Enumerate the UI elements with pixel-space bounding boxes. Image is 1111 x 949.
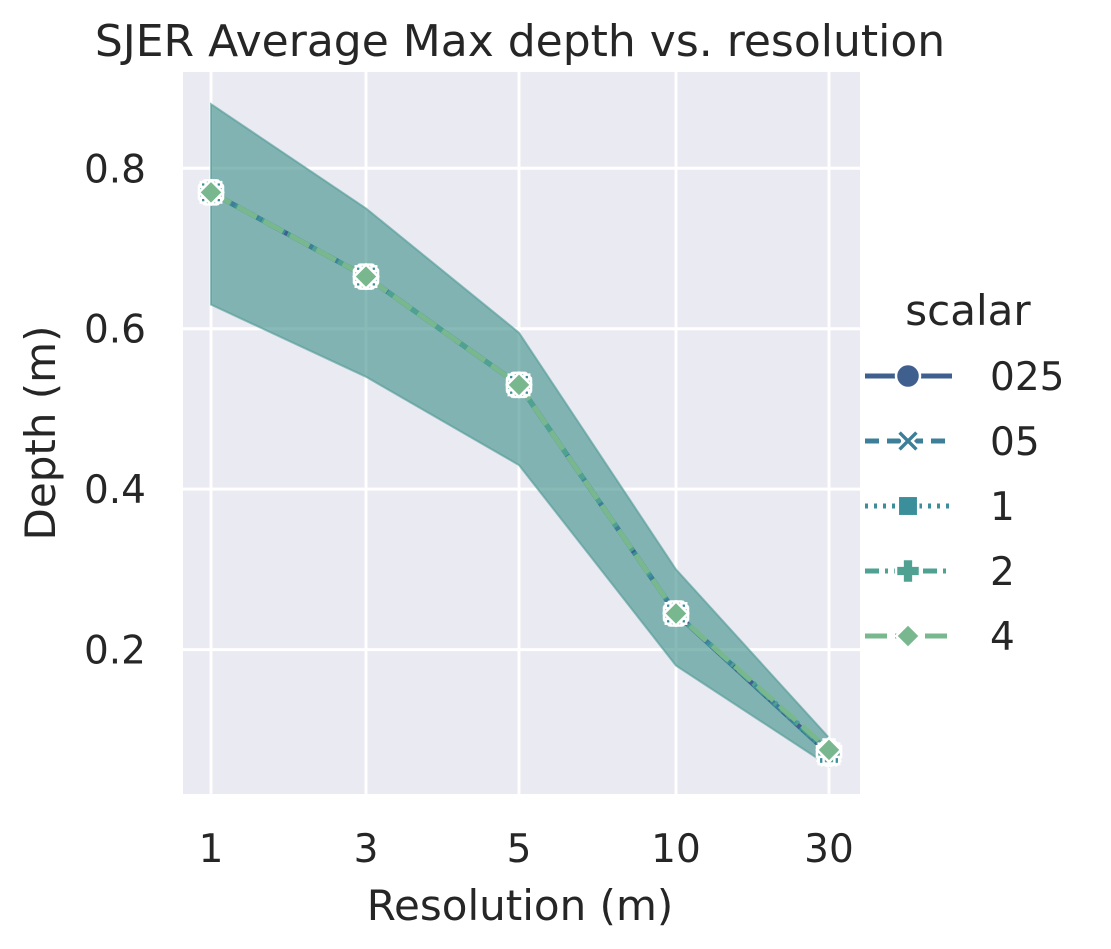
- legend-title: scalar: [905, 286, 1031, 335]
- legend-marker: [894, 427, 922, 455]
- y-axis-label: Depth (m): [16, 326, 65, 541]
- legend-label: 025: [990, 355, 1064, 400]
- y-tick-label: 0.8: [84, 147, 146, 192]
- data-point-4: [197, 178, 225, 207]
- chart-title: SJER Average Max depth vs. resolution: [95, 16, 945, 67]
- legend-marker: [896, 494, 920, 518]
- x-tick-label: 3: [354, 827, 379, 872]
- data-point-4: [662, 599, 690, 628]
- y-tick-labels: 0.2 0.4 0.6 0.8: [84, 147, 146, 673]
- x-tick-label: 1: [199, 827, 224, 872]
- series-markers: [197, 178, 843, 768]
- x-tick-label: 10: [651, 827, 701, 872]
- legend-label: 2: [990, 550, 1015, 595]
- legend-marker: [894, 557, 922, 585]
- legend-marker: [894, 362, 922, 390]
- legend-label: 1: [990, 485, 1015, 530]
- legend: scalar 025 05 1 2 4: [865, 286, 1064, 660]
- data-point-4: [352, 262, 380, 291]
- legend-label: 05: [990, 420, 1040, 465]
- x-tick-labels: 1 3 5 10 30: [199, 827, 854, 872]
- x-axis-label: Resolution (m): [367, 881, 674, 930]
- y-tick-label: 0.2: [84, 629, 146, 674]
- legend-item-4: 4: [865, 615, 1015, 660]
- y-tick-label: 0.6: [84, 308, 146, 353]
- legend-item-2: 2: [865, 550, 1015, 595]
- legend-item-05: 05: [865, 420, 1040, 465]
- x-tick-label: 30: [804, 827, 854, 872]
- data-point-4: [505, 371, 533, 399]
- legend-label: 4: [990, 615, 1015, 660]
- legend-marker: [894, 622, 922, 650]
- data-point-4: [815, 736, 843, 764]
- legend-item-025: 025: [865, 355, 1064, 400]
- y-tick-label: 0.4: [84, 468, 146, 513]
- x-tick-label: 5: [507, 827, 532, 872]
- legend-item-1: 1: [865, 485, 1015, 530]
